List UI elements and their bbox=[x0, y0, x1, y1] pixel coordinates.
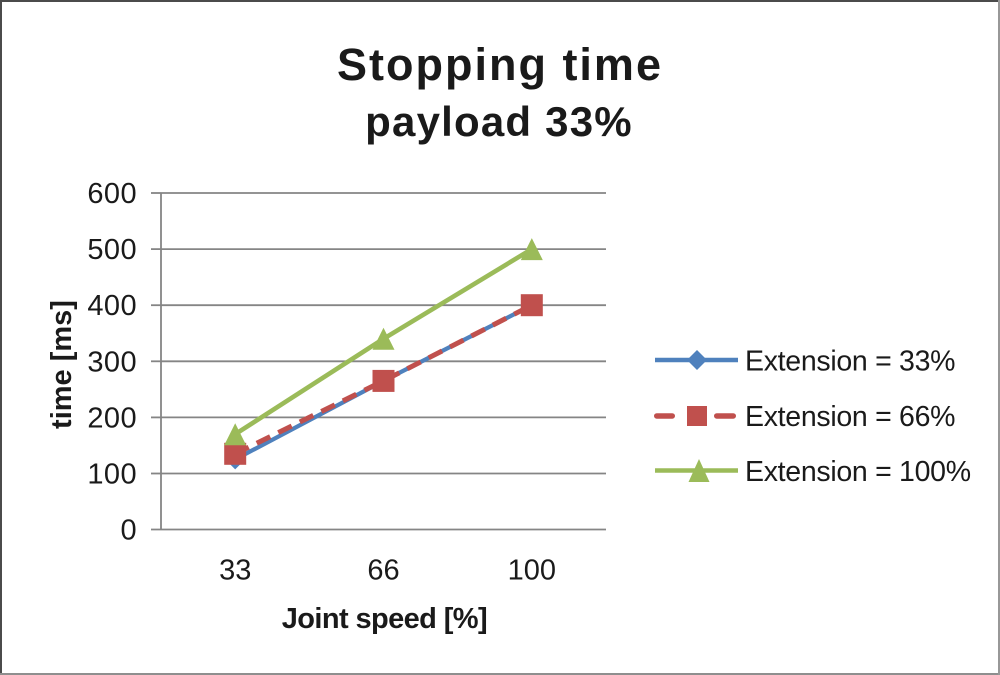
svg-text:100: 100 bbox=[87, 459, 137, 491]
svg-text:500: 500 bbox=[87, 234, 137, 266]
svg-text:Extension = 100%: Extension = 100% bbox=[745, 456, 971, 488]
svg-text:600: 600 bbox=[87, 178, 137, 210]
svg-text:200: 200 bbox=[87, 402, 137, 434]
svg-text:payload 33%: payload 33% bbox=[365, 98, 633, 145]
svg-text:time [ms]: time [ms] bbox=[46, 300, 78, 429]
svg-text:Joint speed [%]: Joint speed [%] bbox=[282, 603, 487, 635]
svg-text:Extension = 33%: Extension = 33% bbox=[745, 346, 955, 378]
svg-text:33: 33 bbox=[219, 555, 251, 587]
svg-text:100: 100 bbox=[508, 555, 556, 587]
svg-text:Extension = 66%: Extension = 66% bbox=[745, 401, 955, 433]
svg-text:Stopping time: Stopping time bbox=[337, 39, 663, 90]
svg-text:300: 300 bbox=[87, 346, 137, 378]
svg-text:400: 400 bbox=[87, 290, 137, 322]
svg-text:66: 66 bbox=[367, 555, 399, 587]
svg-text:0: 0 bbox=[120, 515, 137, 547]
